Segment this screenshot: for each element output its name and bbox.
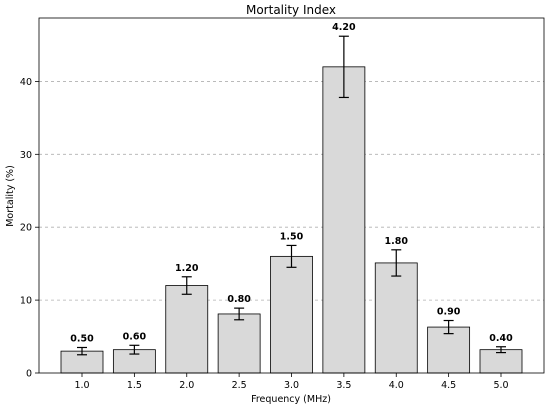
- x-tick-label: 2.0: [179, 380, 194, 391]
- y-tick-label: 30: [20, 150, 32, 161]
- bars: [60, 66, 523, 374]
- x-tick-label: 3.5: [336, 380, 351, 391]
- data-label: 0.50: [70, 333, 94, 344]
- data-labels: 0.50 0.60 1.20 0.80 1.50 4.20 1.80 0.90 0.40: [70, 22, 513, 344]
- data-label: 1.50: [280, 231, 304, 242]
- x-axis: 1.0 1.5 2.0 2.5 3.0 3.5 4.0 4.5 5.0: [74, 373, 509, 391]
- y-tick-label: 40: [20, 77, 32, 88]
- bar: [217, 313, 261, 374]
- y-tick-label: 10: [20, 296, 32, 307]
- x-tick-label: 1.0: [74, 380, 89, 391]
- y-tick-label: 0: [26, 369, 32, 380]
- x-tick-label: 1.5: [127, 380, 142, 391]
- data-label: 0.80: [227, 294, 251, 305]
- x-tick-label: 2.5: [232, 380, 247, 391]
- data-label: 0.90: [437, 307, 461, 318]
- data-label: 0.40: [489, 333, 513, 344]
- y-axis-label: Mortality (%): [5, 165, 16, 227]
- x-tick-label: 4.0: [389, 380, 404, 391]
- bar: [374, 262, 418, 374]
- data-label: 0.60: [123, 331, 147, 342]
- data-label: 4.20: [332, 22, 356, 33]
- y-tick-label: 20: [20, 223, 32, 234]
- bar: [270, 255, 313, 374]
- x-tick-label: 3.0: [284, 380, 299, 391]
- x-tick-label: 4.5: [441, 380, 456, 391]
- bar: [165, 285, 209, 374]
- data-label: 1.80: [385, 236, 409, 247]
- bar: [322, 66, 366, 374]
- data-label: 1.20: [175, 263, 199, 274]
- x-tick-label: 5.0: [493, 380, 508, 391]
- y-axis: 0 10 20 30 40: [20, 77, 39, 380]
- chart-title: Mortality Index: [246, 3, 336, 17]
- x-axis-label: Frequency (MHz): [251, 394, 331, 405]
- error-bars: [77, 35, 506, 356]
